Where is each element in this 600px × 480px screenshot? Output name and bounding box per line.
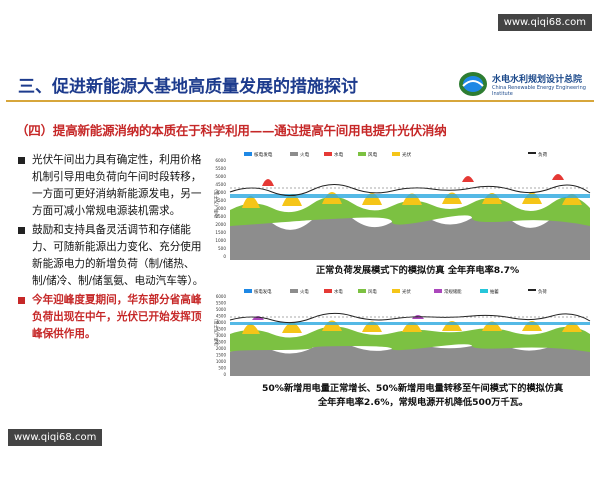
bullet-text: 今年迎峰度夏期间，华东部分省高峰负荷出现在中午，光伏已开始发挥顶峰保供作用。 [32,294,202,340]
legend-label: 光伏 [402,288,411,295]
logo-icon [459,72,487,96]
bullet-text: 光伏午间出力具有确定性，利用价格机制引导用电负荷向午间时段转移，一方面可更好消纳… [32,154,202,217]
svg-text:1500: 1500 [216,353,227,358]
svg-text:5000: 5000 [215,174,226,179]
bullet-item: 光伏午间出力具有确定性，利用价格机制引导用电负荷向午间时段转移，一方面可更好消纳… [18,152,206,220]
legend-label: 风电 [368,288,377,295]
svg-text:1000: 1000 [215,238,226,243]
legend-label: 火电 [300,151,310,158]
svg-text:500: 500 [218,366,226,371]
chart1-legend: 核电发电 火电 水电 风电 光伏 负荷 [244,151,548,158]
svg-text:5500: 5500 [216,301,227,306]
section-subtitle: （四）提高新能源消纳的本质在于科学利用——通过提高午间用电提升光伏消纳 [16,123,447,138]
bullet-item: 今年迎峰度夏期间，华东部分省高峰负荷出现在中午，光伏已开始发挥顶峰保供作用。 [18,292,206,343]
bullet-square-icon [18,227,25,234]
watermark-bottom: www.qiqi68.com [8,429,103,446]
svg-text:6000: 6000 [215,158,226,163]
chart2-ylabel: 功率（万千瓦） [213,316,220,346]
svg-text:2000: 2000 [215,222,226,227]
chart2-legend: 核电发电 火电 水电 风电 光伏 常规储能 抽蓄 负荷 [244,288,547,295]
svg-text:6000: 6000 [216,294,227,299]
chart2-y-ticks: 6000 5500 5000 4500 4000 3500 3000 2500 … [216,294,227,376]
bullet-square-icon [18,157,25,164]
bullet-list: 光伏午间出力具有确定性，利用价格机制引导用电负荷向午间时段转移，一方面可更好消纳… [18,152,206,345]
logo: 水电水利规划设计总院 China Renewable Energy Engine… [458,70,596,98]
legend-label: 火电 [300,288,309,295]
svg-text:3500: 3500 [215,198,226,203]
svg-text:5500: 5500 [215,166,226,171]
legend-label: 抽蓄 [490,288,499,295]
chart1-areas [229,174,591,260]
svg-text:2000: 2000 [216,346,227,351]
svg-text:3000: 3000 [216,333,227,338]
bullet-text: 鼓励和支持具备灵活调节和存储能力、可随新能源出力变化、充分使用新能源电力的新增负… [32,224,204,287]
chart1-y-ticks: 6000 5500 5000 4500 4000 3500 3000 2500 … [215,158,226,259]
legend-label: 风电 [368,151,378,158]
svg-text:2500: 2500 [215,214,226,219]
bullet-square-icon [18,297,25,304]
svg-text:0: 0 [223,254,226,259]
svg-text:5000: 5000 [216,307,227,312]
svg-text:500: 500 [218,246,226,251]
svg-text:4000: 4000 [215,190,226,195]
watermark-top: www.qiqi68.com [497,14,592,31]
legend-label: 水电 [334,151,344,158]
legend-label: 核电发电 [254,288,272,295]
legend-label: 常规储能 [444,288,462,295]
chart1-caption: 正常负荷发展模式下的模拟仿真 全年弃电率8.7% [316,265,520,276]
legend-label: 核电发电 [254,151,273,158]
logo-name: 水电水利规划设计总院 [492,75,583,85]
svg-text:4000: 4000 [216,320,227,325]
legend-label: 水电 [334,288,343,295]
svg-text:2500: 2500 [216,340,227,345]
header-divider [6,100,594,102]
chart2-caption-line2: 全年弃电率2.6%，常规电源开机降低500万千瓦。 [318,397,529,408]
svg-text:4500: 4500 [215,182,226,187]
chart1-ylabel: 功率（万千瓦） [213,187,220,219]
chart2-areas [229,312,591,376]
bullet-item: 鼓励和支持具备灵活调节和存储能力、可随新能源出力变化、充分使用新能源电力的新增负… [18,222,206,290]
svg-text:0: 0 [223,372,226,376]
logo-subname: China Renewable Energy Engineering Insti… [492,85,586,97]
bottom-bar [0,450,600,480]
legend-label: 负荷 [538,288,547,295]
chart-normal-mode: 核电发电 火电 水电 风电 光伏 负荷 6000 5500 5000 4500 … [212,148,596,260]
svg-text:1000: 1000 [216,359,227,364]
svg-text:3000: 3000 [215,206,226,211]
legend-label: 光伏 [402,151,412,158]
svg-text:1500: 1500 [215,230,226,235]
svg-text:3500: 3500 [216,327,227,332]
page-title: 三、促进新能源大基地高质量发展的措施探讨 [18,77,358,97]
chart-shift-mode: 核电发电 火电 水电 风电 光伏 常规储能 抽蓄 负荷 6000 5500 50… [212,286,596,376]
svg-text:4500: 4500 [216,314,227,319]
chart2-caption-line1: 50%新增用电量正常增长、50%新增用电量转移至午间模式下的模拟仿真 [262,383,564,394]
legend-label: 负荷 [538,151,548,158]
